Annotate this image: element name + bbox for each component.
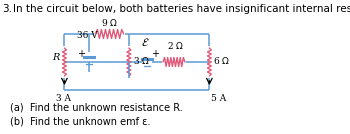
- Text: 2 $\Omega$: 2 $\Omega$: [167, 40, 184, 51]
- Text: In the circuit below, both batteries have insignificant internal resistance.: In the circuit below, both batteries hav…: [13, 4, 350, 14]
- Text: +: +: [77, 49, 85, 59]
- Text: +: +: [150, 49, 159, 59]
- Text: 3 $\Omega$: 3 $\Omega$: [133, 55, 150, 66]
- Text: $\mathcal{E}$: $\mathcal{E}$: [141, 36, 150, 48]
- Text: (a)  Find the unknown resistance R.: (a) Find the unknown resistance R.: [10, 103, 182, 113]
- Text: 36 V: 36 V: [77, 31, 97, 40]
- Text: 6 $\Omega$: 6 $\Omega$: [213, 55, 230, 66]
- Text: 9 $\Omega$: 9 $\Omega$: [101, 17, 118, 28]
- Text: (b)  Find the unknown emf ε.: (b) Find the unknown emf ε.: [10, 116, 150, 126]
- Text: R: R: [52, 53, 59, 62]
- Text: 3 A: 3 A: [56, 94, 71, 103]
- Text: 5 A: 5 A: [211, 94, 226, 103]
- Text: 3.: 3.: [2, 4, 13, 14]
